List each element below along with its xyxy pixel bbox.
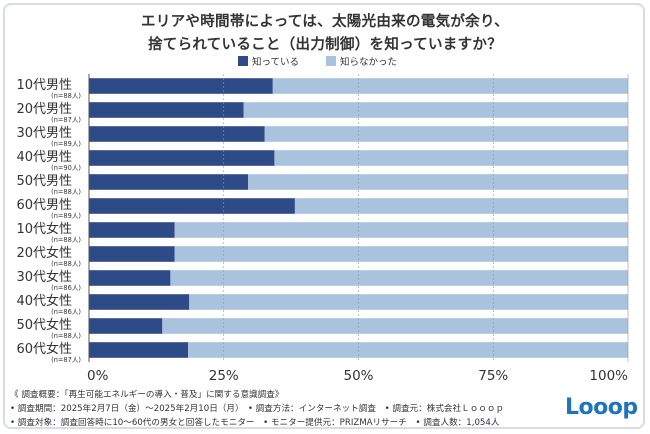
x-tick-label: 50% [343, 368, 373, 384]
chart-title-line-2: 捨てられていること（出力制御）を知っていますか？ [147, 37, 503, 53]
x-tick-label: 75% [478, 368, 508, 384]
category-note: (n=89人) [51, 212, 81, 220]
bar-2-1 [272, 78, 628, 94]
bar-1-2 [89, 102, 244, 118]
bar-2-12 [188, 342, 628, 358]
chart-title-line-1: エリアや時間帯によっては、太陽光由来の電気が余り、 [141, 14, 509, 30]
category-label: 20代男性 [16, 102, 72, 117]
bar-1-9 [89, 270, 171, 286]
x-tick-label: 0% [87, 368, 109, 384]
bar-2-7 [174, 222, 629, 238]
x-tick-label: 25% [209, 368, 239, 384]
category-note: (n=88人) [51, 236, 81, 244]
bar-2-4 [274, 150, 628, 166]
bar-1-4 [89, 150, 275, 166]
chart-frame [3, 3, 645, 429]
category-label: 60代女性 [16, 341, 72, 357]
bar-1-5 [89, 174, 249, 190]
bar-1-7 [89, 222, 175, 238]
category-note: (n=88人) [51, 260, 81, 268]
bar-2-2 [243, 102, 628, 118]
legend-swatch-2 [326, 56, 336, 66]
stacked-bar-chart: 知っている 知らなかった10代男性(n=88人)20代男性(n=87人)30代男性… [16, 56, 629, 384]
bar-2-10 [189, 294, 628, 310]
category-label: 10代男性 [16, 78, 72, 93]
bar-2-9 [170, 270, 628, 286]
category-note: (n=89人) [51, 140, 81, 148]
bar-1-10 [89, 294, 190, 310]
category-label: 30代男性 [16, 126, 72, 141]
category-note: (n=88人) [51, 188, 81, 196]
legend-label-2: 知らなかった [340, 56, 397, 68]
bar-2-8 [174, 246, 629, 262]
bar-1-6 [89, 198, 295, 214]
legend-label-1: 知っている [252, 56, 299, 68]
bar-1-3 [89, 126, 265, 142]
category-note: (n=87人) [51, 116, 81, 124]
category-note: (n=86人) [51, 284, 81, 292]
category-note: (n=86人) [51, 308, 81, 316]
bar-2-6 [294, 198, 628, 214]
legend-swatch-1 [238, 56, 248, 66]
bar-2-5 [248, 174, 628, 190]
category-label: 30代女性 [16, 269, 72, 285]
category-note: (n=88人) [51, 332, 81, 340]
category-label: 10代女性 [16, 221, 72, 237]
looop-logo: Looop [565, 395, 638, 420]
category-note: (n=90人) [51, 164, 81, 172]
bar-1-12 [89, 342, 189, 358]
category-label: 40代男性 [16, 150, 72, 165]
category-label: 60代男性 [16, 198, 72, 213]
category-label: 40代女性 [16, 293, 72, 309]
x-tick-label: 100% [589, 368, 628, 384]
bar-2-11 [162, 318, 628, 334]
category-note: (n=88人) [51, 92, 81, 100]
category-note: (n=87人) [51, 356, 81, 364]
bar-1-1 [89, 78, 273, 94]
survey-details-line-2: • 調査対象：調査回答時に10～60代の男女と回答したモニター • モニター提供… [10, 418, 500, 428]
survey-details-line-1: • 調査期間：2025年2月7日（金）～2025年2月10日（月） • 調査方法… [10, 404, 505, 414]
category-label: 50代男性 [16, 174, 72, 189]
category-label: 20代女性 [16, 245, 72, 261]
bar-1-8 [89, 246, 175, 262]
bar-2-3 [264, 126, 628, 142]
category-label: 50代女性 [16, 317, 72, 333]
bar-1-11 [89, 318, 163, 334]
survey-summary-heading: 《 調査概要：「再生可能エネルギーの導入・普及」に関する意識調査》 [10, 390, 284, 400]
